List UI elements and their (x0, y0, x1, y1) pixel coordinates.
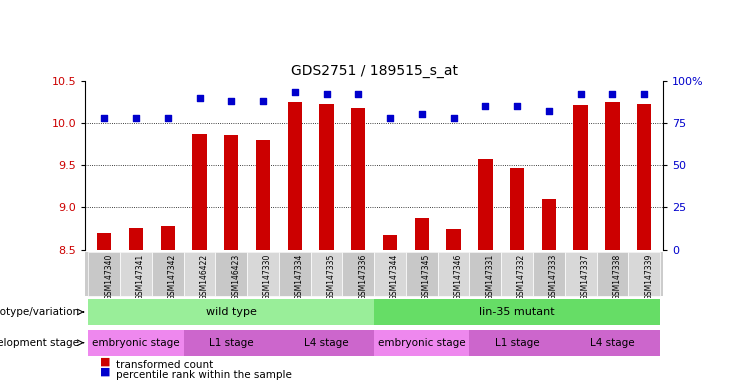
Bar (501, 252, 533, 296)
Point (416, 111, 428, 118)
Text: embryonic stage: embryonic stage (92, 338, 180, 348)
Text: GSM147346: GSM147346 (453, 254, 462, 300)
Bar (88, 330, 184, 356)
Text: GSM146423: GSM146423 (231, 254, 240, 300)
Text: ■: ■ (100, 357, 114, 367)
Bar (438, 252, 470, 296)
Point (353, 91, 365, 97)
Bar (342, 252, 374, 296)
Text: GSM147330: GSM147330 (263, 254, 272, 300)
Text: L1 stage: L1 stage (495, 338, 539, 348)
Bar (510, 168, 524, 250)
Text: GSM147338: GSM147338 (612, 254, 622, 300)
Bar (88, 252, 120, 296)
Bar (161, 226, 175, 250)
Bar (152, 252, 184, 296)
Text: GSM147341: GSM147341 (136, 254, 145, 300)
Bar (605, 102, 619, 250)
Text: transformed count: transformed count (116, 360, 213, 370)
Point (130, 115, 142, 121)
Bar (415, 218, 429, 250)
Point (479, 103, 491, 109)
Bar (637, 104, 651, 250)
Point (257, 98, 269, 104)
Point (384, 115, 396, 121)
Point (511, 103, 523, 109)
Text: GSM147337: GSM147337 (581, 254, 590, 300)
Point (448, 115, 459, 121)
Bar (446, 229, 461, 250)
Text: GSM147334: GSM147334 (295, 254, 304, 300)
Text: GSM147342: GSM147342 (167, 254, 177, 300)
Text: GSM147335: GSM147335 (327, 254, 336, 300)
Text: development stage: development stage (0, 338, 79, 348)
Bar (97, 233, 111, 250)
Text: GSM147340: GSM147340 (104, 254, 113, 300)
Bar (288, 102, 302, 250)
Bar (374, 252, 406, 296)
Point (575, 91, 587, 97)
Point (225, 98, 237, 104)
Text: L4 stage: L4 stage (590, 338, 635, 348)
Bar (279, 252, 310, 296)
Bar (383, 235, 397, 250)
Bar (628, 252, 660, 296)
Point (638, 91, 650, 97)
Text: GSM147344: GSM147344 (390, 254, 399, 300)
Point (606, 91, 618, 97)
Bar (574, 105, 588, 250)
Bar (224, 135, 239, 250)
Text: GSM147336: GSM147336 (359, 254, 368, 300)
Text: genotype/variation: genotype/variation (0, 307, 79, 317)
Title: GDS2751 / 189515_s_at: GDS2751 / 189515_s_at (290, 64, 458, 78)
Bar (310, 252, 342, 296)
Point (321, 91, 333, 97)
Bar (470, 252, 501, 296)
Text: embryonic stage: embryonic stage (378, 338, 465, 348)
Bar (184, 252, 216, 296)
Bar (279, 330, 374, 356)
Bar (374, 330, 470, 356)
Point (99, 115, 110, 121)
Bar (319, 104, 333, 250)
Bar (88, 299, 374, 325)
Text: GSM147331: GSM147331 (485, 254, 494, 300)
Bar (184, 330, 279, 356)
Point (162, 115, 173, 121)
Text: L1 stage: L1 stage (209, 338, 253, 348)
Bar (193, 134, 207, 250)
Text: GSM147332: GSM147332 (517, 254, 526, 300)
Text: GSM147333: GSM147333 (549, 254, 558, 300)
Text: lin-35 mutant: lin-35 mutant (479, 307, 555, 317)
Bar (129, 228, 143, 250)
Bar (478, 159, 493, 250)
Text: GSM146422: GSM146422 (199, 254, 208, 300)
Bar (256, 140, 270, 250)
Bar (216, 252, 247, 296)
Text: GSM147339: GSM147339 (644, 254, 653, 300)
Bar (247, 252, 279, 296)
Point (193, 94, 205, 101)
Bar (406, 252, 438, 296)
Text: GSM147345: GSM147345 (422, 254, 431, 300)
Bar (533, 252, 565, 296)
Bar (351, 108, 365, 250)
Bar (565, 252, 597, 296)
Bar (542, 199, 556, 250)
Bar (470, 330, 565, 356)
Bar (120, 252, 152, 296)
Text: wild type: wild type (206, 307, 256, 317)
Text: L4 stage: L4 stage (305, 338, 349, 348)
Point (543, 108, 555, 114)
Point (289, 89, 301, 96)
Bar (597, 252, 628, 296)
Bar (374, 299, 660, 325)
Text: ■: ■ (100, 367, 114, 377)
Bar (565, 330, 660, 356)
Text: percentile rank within the sample: percentile rank within the sample (116, 370, 292, 380)
